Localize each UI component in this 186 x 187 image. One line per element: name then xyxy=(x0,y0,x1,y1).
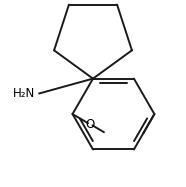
Text: H₂N: H₂N xyxy=(13,87,35,100)
Text: O: O xyxy=(86,118,95,131)
